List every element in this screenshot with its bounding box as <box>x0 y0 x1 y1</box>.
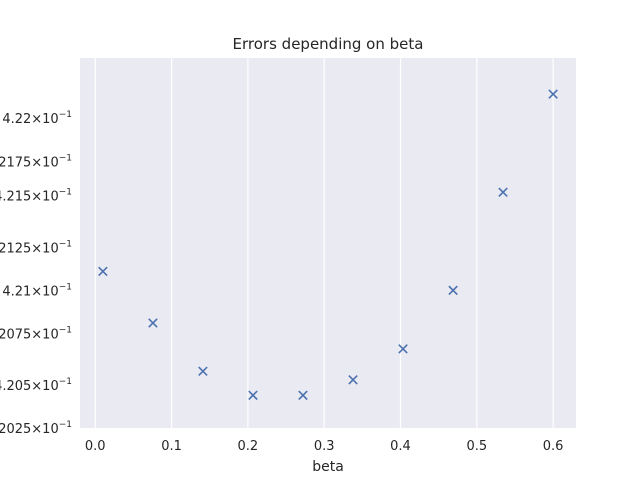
y-tick-label: 4.2075×10−1 <box>0 325 72 342</box>
data-point <box>498 187 508 197</box>
y-tick-label: 4.22×10−1 <box>2 110 72 127</box>
data-point <box>448 285 458 296</box>
y-tick-label: 4.21×10−1 <box>2 282 72 299</box>
x-tick-label: 0.2 <box>238 439 259 454</box>
x-tick-label: 0.3 <box>314 439 335 454</box>
x-axis-label: beta <box>312 459 344 475</box>
chart-title: Errors depending on beta <box>233 35 424 53</box>
y-tick-label: 4.2025×10−1 <box>0 420 72 437</box>
x-tick-label: 0.4 <box>390 439 411 454</box>
x-tick-label: 0.1 <box>161 439 182 454</box>
data-point <box>298 390 308 401</box>
data-point <box>248 390 258 401</box>
x-tick-label: 0.0 <box>85 439 106 454</box>
data-point <box>398 344 408 354</box>
y-tick-label: 4.205×10−1 <box>0 377 72 394</box>
data-point <box>548 89 558 99</box>
data-point <box>348 375 358 385</box>
plot-area: 0.0 0.1 0.2 0.3 0.4 0.5 0.6 4.2025×10−1 4.205×10… <box>0 58 576 454</box>
data-point <box>198 366 208 376</box>
y-tick-label: 4.2175×10−1 <box>0 153 72 170</box>
y-tick-label: 4.2125×10−1 <box>0 239 72 256</box>
x-tick-label: 0.5 <box>466 439 487 454</box>
data-point <box>98 266 108 277</box>
plot-background <box>80 58 576 428</box>
y-tick-label: 4.215×10−1 <box>0 188 72 205</box>
data-point <box>148 318 158 328</box>
x-tick-label: 0.6 <box>543 439 564 454</box>
